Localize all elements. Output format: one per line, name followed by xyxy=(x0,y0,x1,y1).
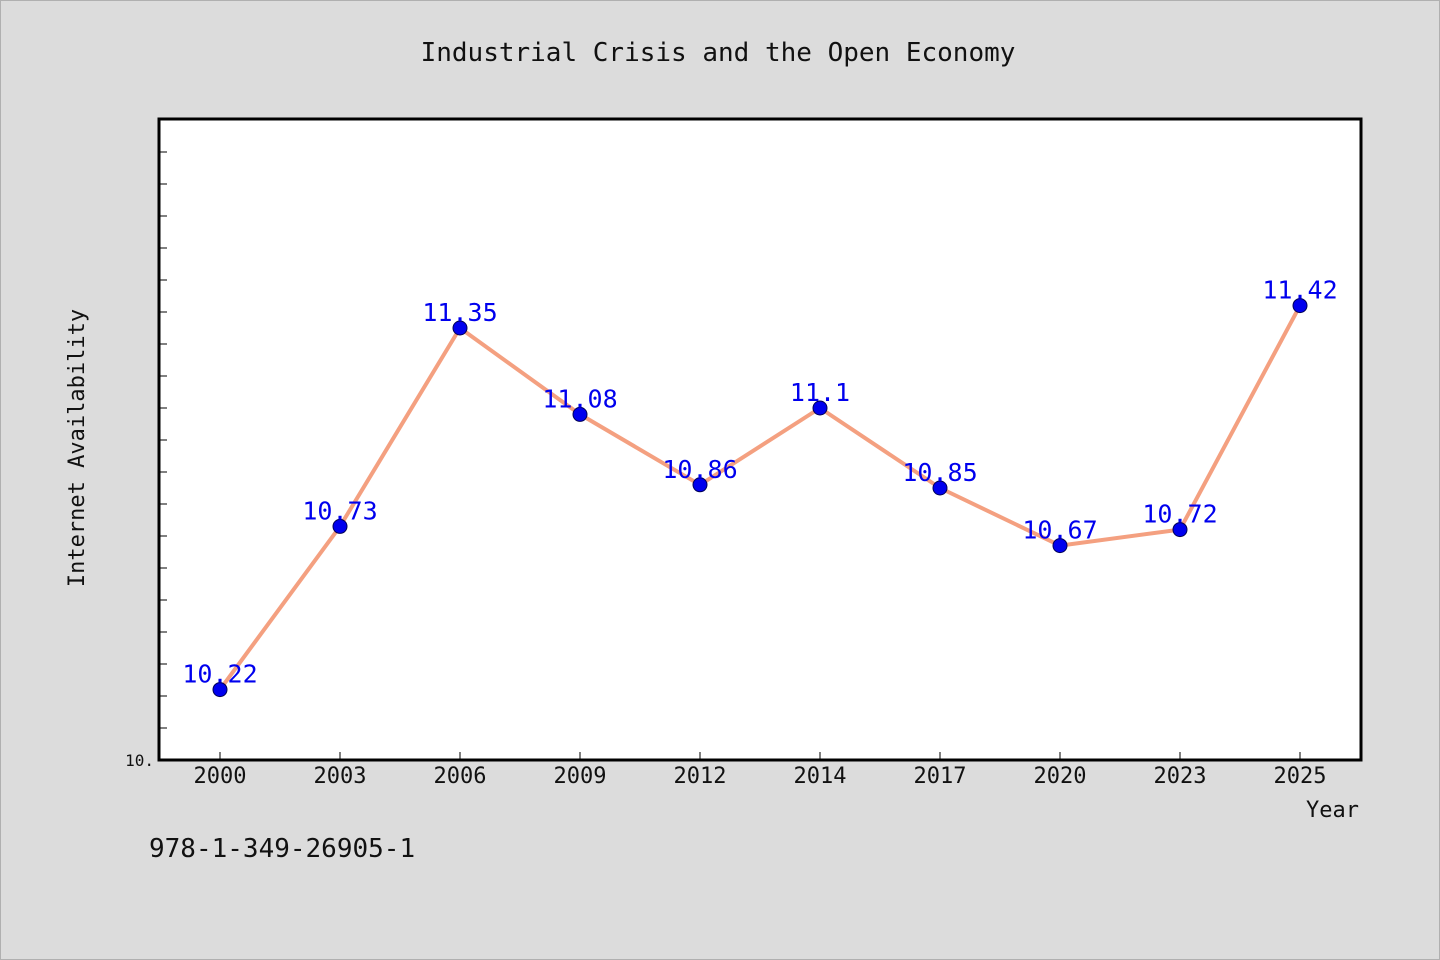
data-point xyxy=(452,320,468,336)
data-label: 10.72 xyxy=(1142,500,1217,529)
data-point xyxy=(572,406,588,422)
plot-area xyxy=(157,117,1363,762)
x-tick-label: 2009 xyxy=(554,764,607,789)
data-point xyxy=(932,480,948,496)
data-label: 11.08 xyxy=(542,384,617,413)
x-tick-label: 2006 xyxy=(434,764,487,789)
series-group: 10.22 10.73 11.35 11.08 10.86 11.1 10.85 10.67 1… xyxy=(182,276,1338,698)
y-axis-ticks xyxy=(159,151,167,729)
data-label: 11.35 xyxy=(422,298,497,327)
x-tick-label: 2023 xyxy=(1154,764,1207,789)
x-tick-label: 2012 xyxy=(674,764,727,789)
y-tick-label: 10. xyxy=(125,751,154,770)
x-tick-label: 2014 xyxy=(794,764,847,789)
x-tick-label: 2003 xyxy=(314,764,367,789)
isbn-label: 978-1-349-26905-1 xyxy=(149,834,416,864)
data-label: 10.73 xyxy=(302,496,377,525)
data-label: 10.85 xyxy=(902,458,977,487)
x-axis-ticks xyxy=(219,752,1301,760)
x-tick-label: 2025 xyxy=(1274,764,1327,789)
data-label: 11.42 xyxy=(1262,276,1337,305)
data-point xyxy=(1052,538,1068,554)
x-tick-label: 2020 xyxy=(1034,764,1087,789)
data-point xyxy=(1172,522,1188,538)
data-point xyxy=(692,477,708,493)
data-point xyxy=(812,400,828,416)
x-axis-tick-labels: 2000 2003 2006 2009 2012 2014 2017 2020 2023 2025 xyxy=(194,764,1327,789)
x-tick-label: 2000 xyxy=(194,764,247,789)
data-label: 10.67 xyxy=(1022,516,1097,545)
x-axis-label: Year xyxy=(1306,798,1359,823)
data-label: 10.22 xyxy=(182,660,257,689)
data-point xyxy=(212,682,228,698)
chart-title: Industrial Crisis and the Open Economy xyxy=(421,38,1016,68)
y-axis-label: Internet Availability xyxy=(65,309,90,587)
data-point xyxy=(332,518,348,534)
x-tick-label: 2017 xyxy=(914,764,967,789)
data-label: 10.86 xyxy=(662,455,737,484)
data-label: 11.1 xyxy=(790,378,850,407)
data-point xyxy=(1292,298,1308,314)
series-line xyxy=(218,303,1302,692)
